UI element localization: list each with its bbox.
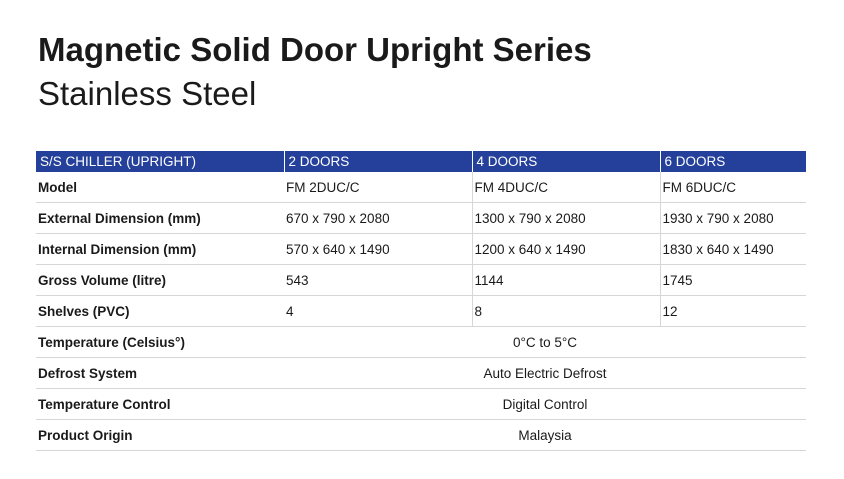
- row-label: Defrost System: [36, 357, 284, 389]
- cell-6-doors: 1830 x 640 x 1490: [659, 233, 806, 265]
- table-row: Shelves (PVC) 4 8 12: [36, 295, 806, 327]
- table-row: Internal Dimension (mm) 570 x 640 x 1490…: [36, 233, 806, 265]
- table-row: Gross Volume (litre) 543 1144 1745: [36, 264, 806, 296]
- table-row: Temperature (Celsius°) 0°C to 5°C: [36, 326, 806, 358]
- spec-table-header: S/S CHILLER (UPRIGHT) 2 DOORS 4 DOORS 6 …: [36, 151, 806, 172]
- row-label: Temperature (Celsius°): [36, 326, 284, 358]
- cell-2-doors: 4: [284, 295, 472, 327]
- row-label: Product Origin: [36, 419, 284, 451]
- spec-table: S/S CHILLER (UPRIGHT) 2 DOORS 4 DOORS 6 …: [36, 151, 806, 451]
- cell-6-doors: 1930 x 790 x 2080: [659, 202, 806, 234]
- cell-2-doors: FM 2DUC/C: [284, 172, 472, 203]
- cell-4-doors: 1200 x 640 x 1490: [471, 233, 660, 265]
- header-2-doors: 2 DOORS: [283, 151, 472, 172]
- table-row: External Dimension (mm) 670 x 790 x 2080…: [36, 202, 806, 234]
- cell-6-doors: 12: [659, 295, 806, 327]
- table-row: Product Origin Malaysia: [36, 419, 806, 451]
- cell-2-doors: 543: [284, 264, 472, 296]
- header-product: S/S CHILLER (UPRIGHT): [36, 151, 284, 172]
- row-label: Model: [36, 172, 284, 203]
- page-title: Magnetic Solid Door Upright Series: [38, 31, 592, 68]
- page-subtitle: Stainless Steel: [38, 75, 257, 112]
- cell-merged: 0°C to 5°C: [284, 326, 806, 358]
- cell-2-doors: 570 x 640 x 1490: [284, 233, 472, 265]
- cell-2-doors: 670 x 790 x 2080: [284, 202, 472, 234]
- cell-merged: Digital Control: [284, 388, 806, 420]
- cell-4-doors: 1300 x 790 x 2080: [471, 202, 660, 234]
- row-label: Internal Dimension (mm): [36, 233, 284, 265]
- cell-4-doors: FM 4DUC/C: [471, 172, 660, 203]
- cell-6-doors: FM 6DUC/C: [659, 172, 806, 203]
- row-label: External Dimension (mm): [36, 202, 284, 234]
- header-4-doors: 4 DOORS: [471, 151, 660, 172]
- cell-merged: Malaysia: [284, 419, 806, 451]
- row-label: Temperature Control: [36, 388, 284, 420]
- spec-table-body: Model FM 2DUC/C FM 4DUC/C FM 6DUC/C Exte…: [36, 172, 806, 451]
- header-6-doors: 6 DOORS: [659, 151, 806, 172]
- header-row: S/S CHILLER (UPRIGHT) 2 DOORS 4 DOORS 6 …: [36, 151, 806, 172]
- cell-merged: Auto Electric Defrost: [284, 357, 806, 389]
- cell-4-doors: 8: [471, 295, 660, 327]
- table-row: Model FM 2DUC/C FM 4DUC/C FM 6DUC/C: [36, 172, 806, 203]
- table-row: Temperature Control Digital Control: [36, 388, 806, 420]
- table-row: Defrost System Auto Electric Defrost: [36, 357, 806, 389]
- cell-4-doors: 1144: [471, 264, 660, 296]
- cell-6-doors: 1745: [659, 264, 806, 296]
- row-label: Shelves (PVC): [36, 295, 284, 327]
- row-label: Gross Volume (litre): [36, 264, 284, 296]
